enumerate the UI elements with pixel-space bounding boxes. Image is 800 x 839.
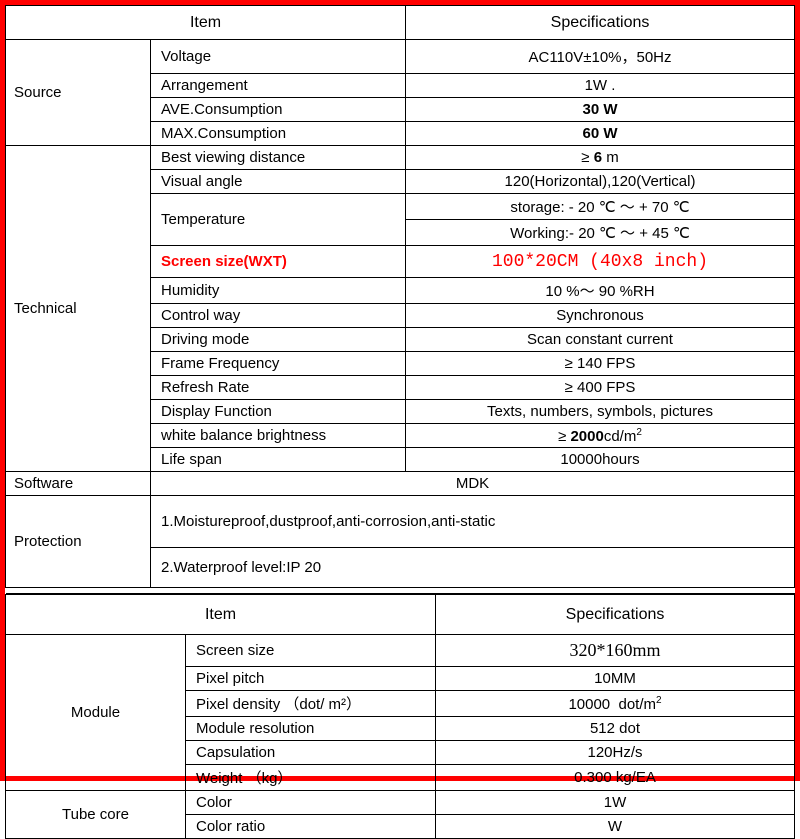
- val-prot1: 1.Moistureproof,dustproof,anti-corrosion…: [151, 496, 795, 548]
- val-framefreq: ≥ 140 FPS: [406, 352, 795, 376]
- lbl-pixeldensity: Pixel density （dot/ m²）: [186, 691, 436, 717]
- cat-source: Source: [6, 40, 151, 146]
- val-display: Texts, numbers, symbols, pictures: [406, 400, 795, 424]
- val-software: MDK: [151, 472, 795, 496]
- lbl-bestview: Best viewing distance: [151, 146, 406, 170]
- lbl-color: Color: [186, 791, 436, 815]
- val-driving: Scan constant current: [406, 328, 795, 352]
- lbl-control: Control way: [151, 304, 406, 328]
- val-pixeldensity: 10000 dot/m2: [436, 691, 795, 717]
- lbl-mod-screen: Screen size: [186, 635, 436, 667]
- cat-module: Module: [6, 635, 186, 791]
- val-mod-screen: 320*160mm: [436, 635, 795, 667]
- lbl-temp: Temperature: [151, 194, 406, 246]
- val-bestview: ≥ 6 m: [406, 146, 795, 170]
- lbl-avecons: AVE.Consumption: [151, 98, 406, 122]
- table-gap: [6, 588, 795, 594]
- val-weight: 0.300 kg/EA: [436, 765, 795, 791]
- lbl-maxcons: MAX.Consumption: [151, 122, 406, 146]
- spec-sheet: { "h1": { "item": "Item", "spec": "Speci…: [0, 0, 800, 781]
- lbl-wbb: white balance brightness: [151, 424, 406, 448]
- val-refresh: ≥ 400 FPS: [406, 376, 795, 400]
- val-screensize: 100*20CM (40x8 inch): [406, 246, 795, 278]
- val-modres: 512 dot: [436, 717, 795, 741]
- lbl-colorratio: Color ratio: [186, 815, 436, 839]
- header2-spec: Specifications: [436, 595, 795, 635]
- spec-table-2: Item Specifications Module Screen size 3…: [5, 594, 795, 839]
- lbl-pixelpitch: Pixel pitch: [186, 667, 436, 691]
- val-avecons: 30 W: [406, 98, 795, 122]
- spec-table-1: Item Specifications Source Voltage AC110…: [5, 5, 795, 594]
- lbl-voltage: Voltage: [151, 40, 406, 74]
- val-color: 1W: [436, 791, 795, 815]
- val-lifespan: 10000hours: [406, 448, 795, 472]
- val-visang: 120(Horizontal),120(Vertical): [406, 170, 795, 194]
- val-pixelpitch: 10MM: [436, 667, 795, 691]
- val-prot2: 2.Waterproof level:IP 20: [151, 548, 795, 588]
- val-arrangement: 1W .: [406, 74, 795, 98]
- lbl-screensize: Screen size(WXT): [151, 246, 406, 278]
- val-colorratio: W: [436, 815, 795, 839]
- header-item: Item: [6, 6, 406, 40]
- lbl-arrangement: Arrangement: [151, 74, 406, 98]
- lbl-modres: Module resolution: [186, 717, 436, 741]
- lbl-display: Display Function: [151, 400, 406, 424]
- cat-tubecore: Tube core: [6, 791, 186, 839]
- cat-protection: Protection: [6, 496, 151, 588]
- lbl-refresh: Refresh Rate: [151, 376, 406, 400]
- lbl-framefreq: Frame Frequency: [151, 352, 406, 376]
- lbl-visang: Visual angle: [151, 170, 406, 194]
- lbl-capsulation: Capsulation: [186, 741, 436, 765]
- val-humidity: 10 %～ 90 %RH: [406, 278, 795, 304]
- val-temp-storage: storage: - 20 ℃ ～ + 70 ℃: [406, 194, 795, 220]
- header2-item: Item: [6, 595, 436, 635]
- val-voltage: AC110V±10%，50Hz: [406, 40, 795, 74]
- val-maxcons: 60 W: [406, 122, 795, 146]
- lbl-humidity: Humidity: [151, 278, 406, 304]
- val-capsulation: 120Hz/s: [436, 741, 795, 765]
- cat-software: Software: [6, 472, 151, 496]
- val-wbb: ≥ 2000cd/m2: [406, 424, 795, 448]
- val-temp-working: Working:- 20 ℃ ～ + 45 ℃: [406, 220, 795, 246]
- val-control: Synchronous: [406, 304, 795, 328]
- lbl-weight: Weight （kg）: [186, 765, 436, 791]
- lbl-driving: Driving mode: [151, 328, 406, 352]
- cat-technical: Technical: [6, 146, 151, 472]
- header-spec: Specifications: [406, 6, 795, 40]
- lbl-lifespan: Life span: [151, 448, 406, 472]
